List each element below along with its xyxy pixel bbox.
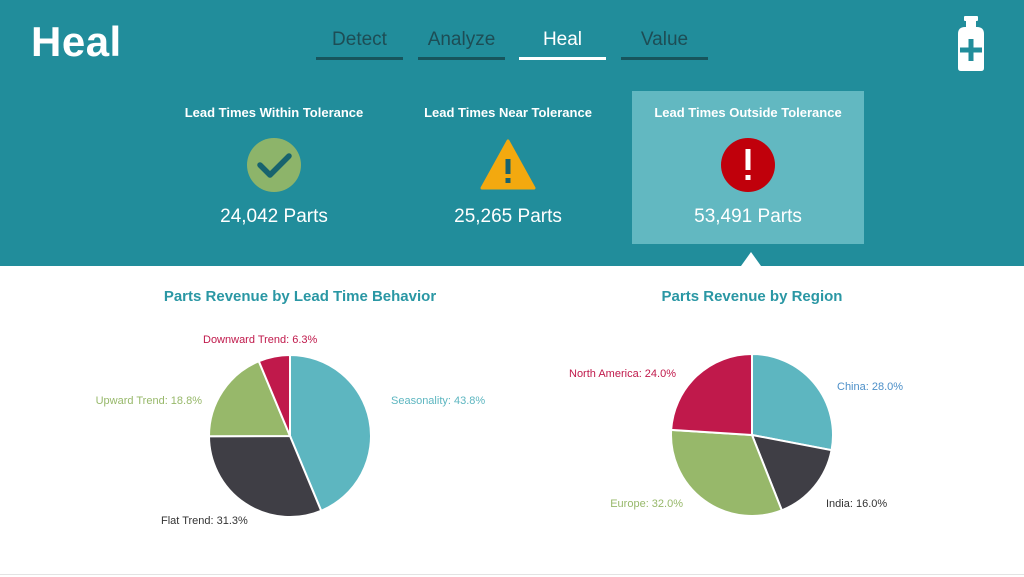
warning-icon bbox=[480, 139, 536, 190]
tab-detect-underline bbox=[316, 57, 403, 60]
card-title: Lead Times Near Tolerance bbox=[424, 105, 592, 120]
card-count: 25,265 Parts bbox=[454, 206, 562, 227]
lead-time-slice-upward-trend[interactable] bbox=[207, 359, 292, 438]
tab-heal-label: Heal bbox=[542, 29, 583, 50]
pie-chart-region: China: 28.0% India: 16.0% Europe: 32.0% … bbox=[569, 352, 903, 517]
region-slice-china[interactable] bbox=[751, 352, 834, 452]
lead-time-slice-flat-trend[interactable] bbox=[207, 434, 323, 518]
lead-time-slice-seasonality[interactable] bbox=[289, 353, 372, 513]
tab-analyze-underline bbox=[418, 57, 505, 60]
slice-label-europe: Europe: 32.0% bbox=[610, 498, 683, 510]
tab-heal[interactable]: Heal bbox=[519, 28, 606, 60]
slice-label-upward-trend: Upward Trend: 18.8% bbox=[96, 395, 203, 407]
slice-label-downward-trend: Downward Trend: 6.3% bbox=[203, 334, 318, 346]
tab-heal-underline bbox=[519, 57, 606, 60]
tab-value-label: Value bbox=[640, 29, 689, 50]
slice-label-north-america: North America: 24.0% bbox=[569, 368, 676, 380]
card-title: Lead Times Within Tolerance bbox=[184, 105, 364, 120]
error-icon bbox=[721, 138, 775, 192]
tab-analyze[interactable]: Analyze bbox=[418, 28, 505, 60]
slice-label-india: India: 16.0% bbox=[826, 498, 887, 510]
checkmark-icon bbox=[247, 138, 301, 192]
slice-label-flat-trend: Flat Trend: 31.3% bbox=[161, 515, 248, 527]
bottom-divider bbox=[0, 574, 1024, 575]
slice-label-china: China: 28.0% bbox=[837, 381, 903, 393]
tab-detect[interactable]: Detect bbox=[316, 28, 403, 60]
status-card-outside-tolerance[interactable]: Lead Times Outside Tolerance 53,491 Part… bbox=[632, 91, 864, 244]
card-count: 24,042 Parts bbox=[220, 206, 328, 227]
region-slice-india[interactable] bbox=[750, 433, 833, 512]
chart-title-lead-time-behavior: Parts Revenue by Lead Time Behavior bbox=[163, 288, 437, 305]
slice-label-seasonality: Seasonality: 43.8% bbox=[391, 395, 485, 407]
tab-analyze-label: Analyze bbox=[427, 29, 496, 50]
lead-time-slice-downward-trend[interactable] bbox=[257, 353, 291, 437]
tab-value-underline bbox=[621, 57, 708, 60]
tab-detect-label: Detect bbox=[332, 29, 387, 50]
tab-value[interactable]: Value bbox=[621, 28, 708, 60]
page-title: Heal bbox=[31, 18, 122, 65]
region-slice-europe[interactable] bbox=[670, 428, 784, 517]
chart-title-region: Parts Revenue by Region bbox=[661, 288, 843, 305]
region-slice-north-america[interactable] bbox=[670, 352, 753, 437]
selection-caret bbox=[741, 252, 761, 266]
card-count: 53,491 Parts bbox=[694, 206, 802, 227]
pie-chart-lead-time-behavior: Seasonality: 43.8% Flat Trend: 31.3% Upw… bbox=[96, 334, 486, 527]
status-card-near-tolerance[interactable]: Lead Times Near Tolerance 25,265 Parts bbox=[392, 91, 624, 244]
medicine-bottle-icon bbox=[958, 16, 984, 71]
status-card-within-tolerance[interactable]: Lead Times Within Tolerance 24,042 Parts bbox=[158, 91, 390, 244]
header-bar: Heal Detect Analyze Heal Value Lead Time… bbox=[0, 0, 1024, 266]
card-title: Lead Times Outside Tolerance bbox=[654, 105, 842, 120]
